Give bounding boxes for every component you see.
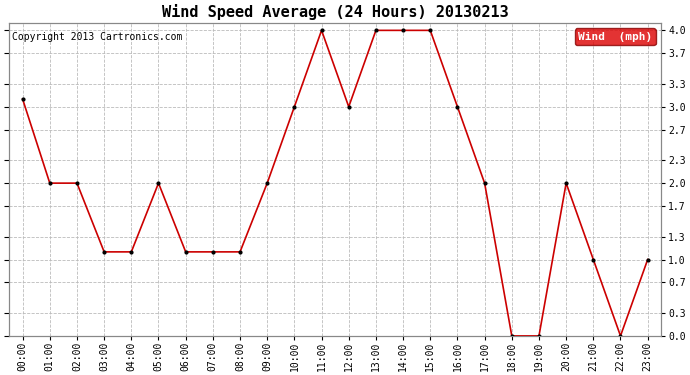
- Title: Wind Speed Average (24 Hours) 20130213: Wind Speed Average (24 Hours) 20130213: [161, 4, 509, 20]
- Text: Copyright 2013 Cartronics.com: Copyright 2013 Cartronics.com: [12, 32, 183, 42]
- Legend: Wind  (mph): Wind (mph): [575, 28, 656, 45]
